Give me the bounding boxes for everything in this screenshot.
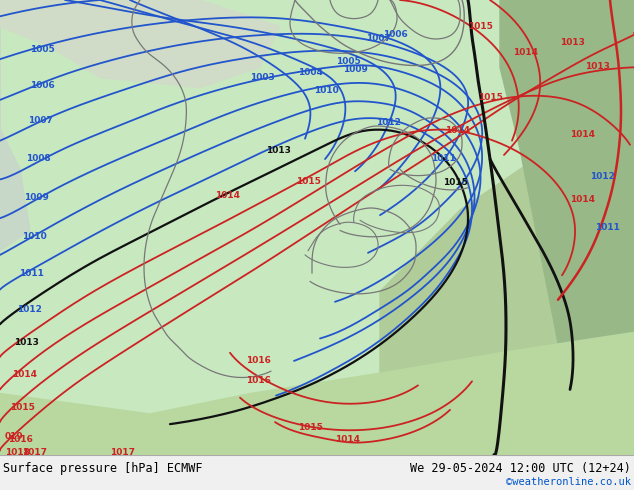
Text: 1015: 1015 [467, 22, 493, 30]
Text: 1016: 1016 [245, 356, 271, 365]
Text: 1011: 1011 [19, 270, 44, 278]
Text: 1014: 1014 [335, 436, 361, 444]
Text: 1012: 1012 [375, 119, 401, 127]
Polygon shape [500, 0, 634, 455]
Text: 1005: 1005 [335, 57, 360, 66]
Text: 1017: 1017 [110, 448, 135, 457]
Text: 1008: 1008 [26, 154, 51, 163]
Text: 1017: 1017 [22, 448, 47, 457]
Text: 1006: 1006 [30, 81, 55, 90]
Text: 1009: 1009 [24, 193, 49, 202]
Text: 1014: 1014 [216, 191, 240, 200]
Text: 1007: 1007 [28, 116, 53, 125]
Text: Surface pressure [hPa] ECMWF: Surface pressure [hPa] ECMWF [3, 462, 203, 475]
Text: 1013: 1013 [560, 38, 585, 47]
Text: 1003: 1003 [250, 73, 275, 81]
Text: 1016: 1016 [8, 436, 33, 444]
Text: 1007: 1007 [366, 34, 391, 43]
Text: 1011: 1011 [595, 223, 620, 232]
Text: 1014: 1014 [570, 130, 595, 139]
Polygon shape [0, 0, 30, 251]
Polygon shape [380, 128, 634, 455]
Text: We 29-05-2024 12:00 UTC (12+24): We 29-05-2024 12:00 UTC (12+24) [410, 462, 631, 475]
Text: 1015: 1015 [10, 403, 35, 412]
Text: 1011: 1011 [430, 154, 455, 163]
Text: 1009: 1009 [342, 65, 368, 74]
Polygon shape [0, 0, 280, 88]
Text: 1015: 1015 [297, 423, 323, 432]
Text: 019: 019 [5, 433, 23, 441]
Text: ©weatheronline.co.uk: ©weatheronline.co.uk [506, 477, 631, 487]
Text: 1012: 1012 [17, 305, 42, 314]
Text: 1013: 1013 [266, 146, 290, 155]
Text: 1015: 1015 [443, 177, 467, 187]
Text: 1018: 1018 [5, 448, 30, 457]
Text: 1016: 1016 [245, 376, 271, 385]
Text: 1012: 1012 [590, 172, 615, 181]
Polygon shape [0, 332, 634, 455]
Text: 1015: 1015 [295, 176, 320, 186]
Text: 1014: 1014 [446, 125, 470, 135]
Text: 1015: 1015 [477, 93, 502, 102]
Text: 1014: 1014 [514, 48, 538, 57]
Text: 1006: 1006 [383, 30, 408, 39]
Text: 1014: 1014 [570, 195, 595, 204]
Text: 1010: 1010 [314, 86, 339, 95]
Text: 1004: 1004 [297, 69, 323, 77]
Text: 1013: 1013 [585, 62, 610, 72]
Text: 1014: 1014 [12, 370, 37, 379]
Text: 1010: 1010 [22, 232, 47, 241]
Text: 1013: 1013 [14, 338, 39, 346]
Text: 1005: 1005 [30, 45, 55, 54]
